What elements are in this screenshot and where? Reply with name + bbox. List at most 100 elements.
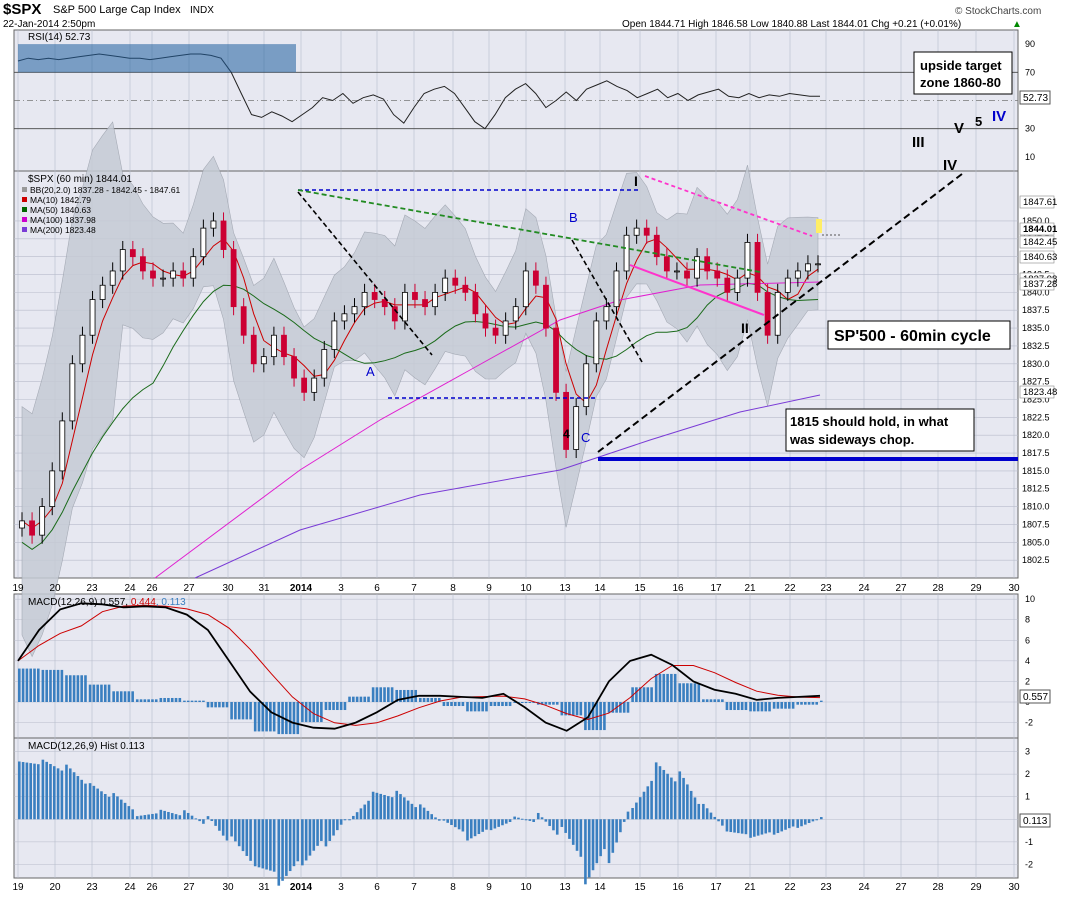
macd-hist-bar bbox=[642, 687, 646, 702]
hist-bar bbox=[658, 766, 662, 820]
y-tick-label: 1837.5 bbox=[1022, 305, 1050, 315]
hist-bar bbox=[190, 815, 194, 820]
macd-hist-bar bbox=[316, 702, 319, 723]
cycle-box: SP'500 - 60min cycle bbox=[827, 320, 1011, 350]
macd-hist-bar bbox=[379, 687, 383, 702]
macd-hist-bar bbox=[127, 691, 131, 702]
macd-hist-bar bbox=[477, 702, 481, 712]
macd-hist-bar bbox=[560, 702, 564, 716]
macd-hist-bar bbox=[607, 702, 611, 713]
macd-hist-bar bbox=[584, 702, 587, 731]
hist-bar bbox=[312, 819, 316, 851]
legend-entry: MA(50) 1840.63 bbox=[30, 205, 91, 215]
hist-bar bbox=[395, 790, 399, 820]
x-tick-label: 8 bbox=[450, 583, 456, 594]
macd-hist-bar bbox=[107, 684, 111, 702]
price-value-box bbox=[1019, 250, 1055, 264]
hist-bar bbox=[245, 819, 249, 856]
hist-bar bbox=[682, 777, 685, 820]
hist-bar bbox=[737, 819, 740, 834]
legend-swatch bbox=[22, 197, 27, 202]
hist-bar bbox=[749, 819, 752, 838]
hist-bar bbox=[88, 783, 92, 820]
price-layer bbox=[19, 121, 1018, 658]
macd-tick: -2 bbox=[1025, 718, 1033, 728]
macd-hist-bar bbox=[749, 702, 752, 712]
candle-body bbox=[401, 291, 408, 322]
candle-body bbox=[502, 320, 509, 336]
macd-hist-bar bbox=[697, 683, 701, 702]
price-value-box bbox=[1019, 222, 1055, 236]
macd-hist-bar bbox=[780, 702, 784, 709]
hist-tick: 1 bbox=[1025, 792, 1030, 802]
hist-bar bbox=[29, 763, 32, 820]
macd-hist-bar bbox=[709, 699, 713, 702]
hist-bar bbox=[654, 762, 658, 820]
candle-body bbox=[522, 270, 529, 308]
macd-hist-bar bbox=[292, 702, 296, 735]
macd-hist-bar bbox=[721, 699, 724, 702]
macd-hist-bar bbox=[265, 702, 268, 732]
hist-bar bbox=[202, 819, 205, 824]
candle-body bbox=[744, 242, 751, 279]
macd-hist-bar bbox=[548, 702, 551, 705]
hist-bar bbox=[348, 819, 351, 821]
macd-hist-bar bbox=[689, 683, 693, 702]
candle-body bbox=[714, 270, 721, 279]
macd-hist-bar bbox=[33, 668, 36, 702]
macd-hist-bar bbox=[811, 702, 815, 705]
macd-hist-bar bbox=[622, 702, 626, 713]
macd-hist-bar bbox=[174, 697, 178, 702]
hist-bar bbox=[619, 819, 622, 833]
macd-hist-bar bbox=[638, 687, 642, 702]
hist-bar bbox=[524, 819, 528, 821]
macd-hist-bar bbox=[678, 683, 682, 702]
macd-hist-bar bbox=[788, 702, 791, 709]
macd-hist-bar bbox=[513, 702, 516, 703]
hist-bar bbox=[466, 819, 469, 841]
magenta-dashed bbox=[644, 175, 813, 237]
x-tick-label: 7 bbox=[411, 882, 417, 893]
macd-hist-bar bbox=[540, 702, 544, 705]
candle-body bbox=[29, 520, 35, 536]
macd-hist-bar bbox=[446, 702, 449, 707]
macd-hist-bar bbox=[399, 689, 402, 702]
wave-5: 5 bbox=[975, 114, 982, 129]
hist-bar bbox=[410, 803, 414, 820]
hist-bar bbox=[328, 819, 332, 841]
macd-hist-bar bbox=[646, 687, 650, 702]
svg-text:1815 should hold, in what: 1815 should hold, in what bbox=[790, 414, 949, 429]
x-tick-label: 27 bbox=[895, 882, 907, 893]
macd-hist-bar bbox=[713, 699, 717, 702]
hist-bar bbox=[399, 794, 402, 820]
macd-hist-bar bbox=[328, 702, 332, 711]
hist-bar bbox=[705, 808, 709, 820]
macd-hist-bar bbox=[791, 702, 795, 709]
macd-hist-bar bbox=[756, 702, 760, 712]
hist-bar bbox=[198, 819, 201, 822]
macd-hist-bar bbox=[450, 702, 453, 707]
hist-bar bbox=[603, 819, 606, 850]
hist-bar bbox=[37, 764, 40, 820]
hist-bar bbox=[678, 771, 682, 820]
x-tick-label: 26 bbox=[146, 882, 158, 893]
hist-bar bbox=[52, 766, 56, 820]
hist-bar bbox=[33, 763, 36, 820]
macd-hist-bar bbox=[312, 702, 316, 723]
macd-hist-bar bbox=[147, 699, 150, 702]
candle-body bbox=[442, 277, 449, 293]
hist-bar bbox=[288, 819, 292, 872]
hist-bar bbox=[214, 819, 217, 826]
candle-body bbox=[472, 291, 479, 315]
svg-text:0.113: 0.113 bbox=[1023, 816, 1048, 827]
hist-bar bbox=[587, 819, 591, 878]
hist-bar bbox=[481, 819, 484, 832]
macd-hist-bar bbox=[662, 673, 666, 702]
hist-bar bbox=[107, 796, 111, 820]
candle-body bbox=[724, 277, 731, 293]
hist-bar bbox=[552, 819, 555, 831]
legend-swatch bbox=[22, 187, 27, 192]
hist-bar bbox=[477, 819, 481, 835]
hist-bar bbox=[497, 819, 500, 827]
